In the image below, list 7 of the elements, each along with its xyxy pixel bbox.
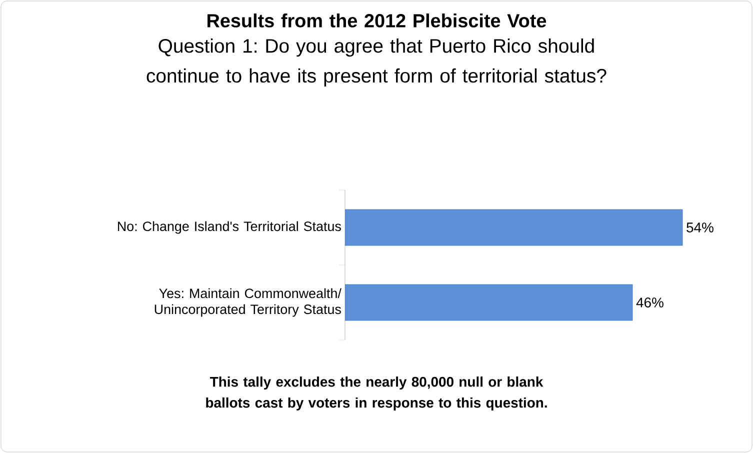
y-tick-label: Yes: Maintain Commonwealth/ Unincorporated Territory Status (154, 288, 342, 317)
y-tick-label: No: Change Island's Territorial Status (118, 221, 341, 234)
data-label: 46% (636, 298, 664, 308)
text: This tally excludes the nearly 80,000 null or blank ballots cast by voters in response to this question. (206, 376, 547, 410)
data-label: 54% (686, 222, 714, 232)
chart-title: Results from the 2012 Plebiscite Vote (208, 14, 546, 28)
chart-subtitle: Question 1: Do you agree that Puerto Rico should continue to have its present form of territorial status? (146, 38, 606, 87)
